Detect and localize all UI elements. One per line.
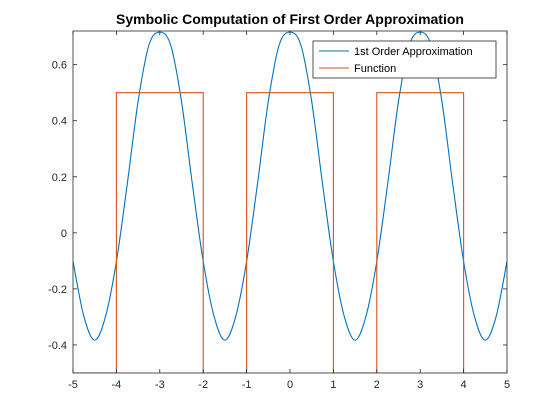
x-tick-label: -5	[68, 379, 78, 391]
x-tick-label: -1	[242, 379, 252, 391]
x-tick-label: 3	[417, 379, 423, 391]
y-tick-label: 0.2	[52, 172, 67, 184]
series-line-function	[73, 92, 507, 373]
x-tick-label: -2	[198, 379, 208, 391]
legend-box	[312, 40, 497, 79]
x-tick-label: 5	[504, 379, 510, 391]
legend: 1st Order Approximation Function	[312, 40, 497, 79]
x-tick-label: 1	[330, 379, 336, 391]
legend-label-function: Function	[354, 63, 396, 75]
y-tick-label: -0.2	[48, 284, 67, 296]
y-tick-label: 0.4	[52, 116, 67, 128]
x-tick-label: 0	[287, 379, 293, 391]
x-tick-label: -3	[155, 379, 165, 391]
y-tick-label: 0	[61, 228, 67, 240]
ticks-layer: -5 -4 -3 -2 -1 0 1 2 3 4 5 -0.4 -0.2 0 0.2 0.4 0.6	[48, 31, 510, 391]
plot-area: -5 -4 -3 -2 -1 0 1 2 3 4 5 -0.4 -0.2 0 0.2 0.4 0.6	[48, 30, 510, 391]
x-tick-label: 2	[374, 379, 380, 391]
x-tick-label: 4	[461, 379, 467, 391]
chart-title: Symbolic Computation of First Order Appr…	[116, 11, 464, 27]
x-tick-label: -4	[112, 379, 122, 391]
y-tick-label: -0.4	[48, 340, 67, 352]
legend-label-approximation: 1st Order Approximation	[354, 46, 473, 58]
y-tick-label: 0.6	[52, 60, 67, 72]
axes-background	[73, 31, 507, 373]
